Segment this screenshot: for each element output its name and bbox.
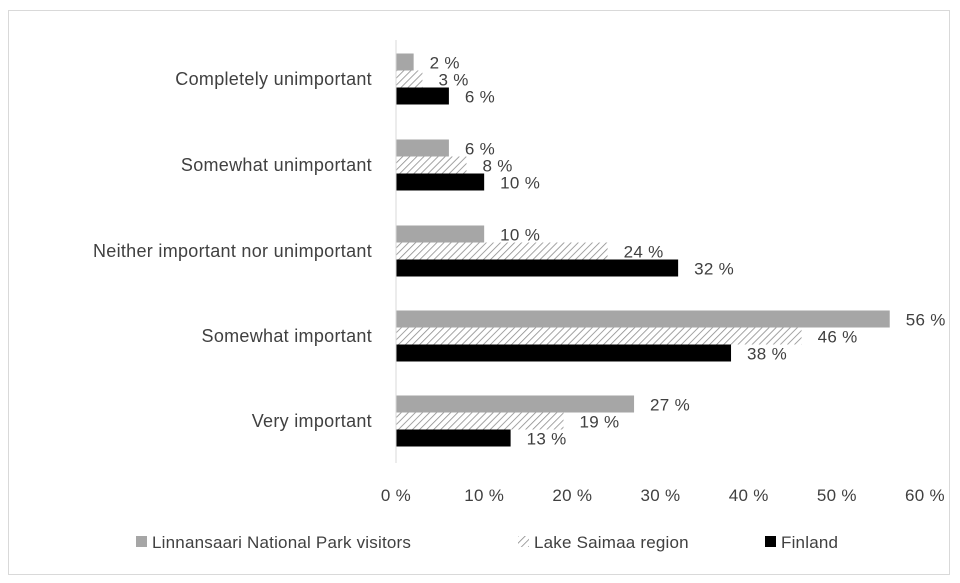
category-label: Somewhat important — [202, 326, 372, 346]
legend-swatch — [765, 536, 776, 547]
x-tick-label: 30 % — [641, 486, 681, 505]
bar-finland — [396, 344, 732, 362]
data-label: 27 % — [650, 396, 690, 415]
category-label: Completely unimportant — [175, 69, 372, 89]
category-label: Very important — [252, 411, 372, 431]
bar-linnansaari-national-park-visitors — [396, 225, 485, 243]
bar-finland — [396, 429, 511, 447]
bar-finland — [396, 173, 485, 191]
bar-linnansaari-national-park-visitors — [396, 139, 449, 157]
x-tick-label: 0 % — [381, 486, 411, 505]
x-tick-label: 50 % — [817, 486, 857, 505]
data-label: 10 % — [500, 226, 540, 245]
x-tick-label: 40 % — [729, 486, 769, 505]
data-label: 2 % — [430, 54, 460, 73]
bar-linnansaari-national-park-visitors — [396, 53, 414, 71]
bar-lake-saimaa-region — [396, 70, 423, 88]
data-label: 56 % — [906, 311, 946, 330]
data-label: 46 % — [818, 328, 858, 347]
x-tick-label: 20 % — [552, 486, 592, 505]
bar-linnansaari-national-park-visitors — [396, 310, 890, 328]
legend-swatch — [136, 536, 147, 547]
data-label: 3 % — [438, 71, 468, 90]
legend-swatch — [518, 536, 529, 547]
bar-linnansaari-national-park-visitors — [396, 395, 635, 413]
legend-entry-label: Lake Saimaa region — [534, 533, 689, 552]
data-label: 38 % — [747, 345, 787, 364]
bar-lake-saimaa-region — [396, 242, 608, 260]
data-label: 24 % — [624, 243, 664, 262]
data-label: 6 % — [465, 140, 495, 159]
bar-lake-saimaa-region — [396, 327, 802, 345]
data-label: 8 % — [483, 157, 513, 176]
bar-finland — [396, 259, 679, 277]
data-label: 32 % — [694, 260, 734, 279]
data-label: 10 % — [500, 174, 540, 193]
category-label: Somewhat unimportant — [181, 155, 372, 175]
data-label: 13 % — [527, 430, 567, 449]
bar-lake-saimaa-region — [396, 156, 467, 174]
category-label: Neither important nor unimportant — [93, 241, 372, 261]
x-tick-label: 60 % — [905, 486, 945, 505]
data-label: 6 % — [465, 88, 495, 107]
bar-finland — [396, 87, 449, 105]
chart-frame — [8, 10, 950, 575]
bar-lake-saimaa-region — [396, 412, 564, 430]
legend-entry-label: Finland — [781, 533, 838, 552]
data-label: 19 % — [580, 413, 620, 432]
legend-entry-label: Linnansaari National Park visitors — [152, 533, 411, 552]
x-tick-label: 10 % — [464, 486, 504, 505]
